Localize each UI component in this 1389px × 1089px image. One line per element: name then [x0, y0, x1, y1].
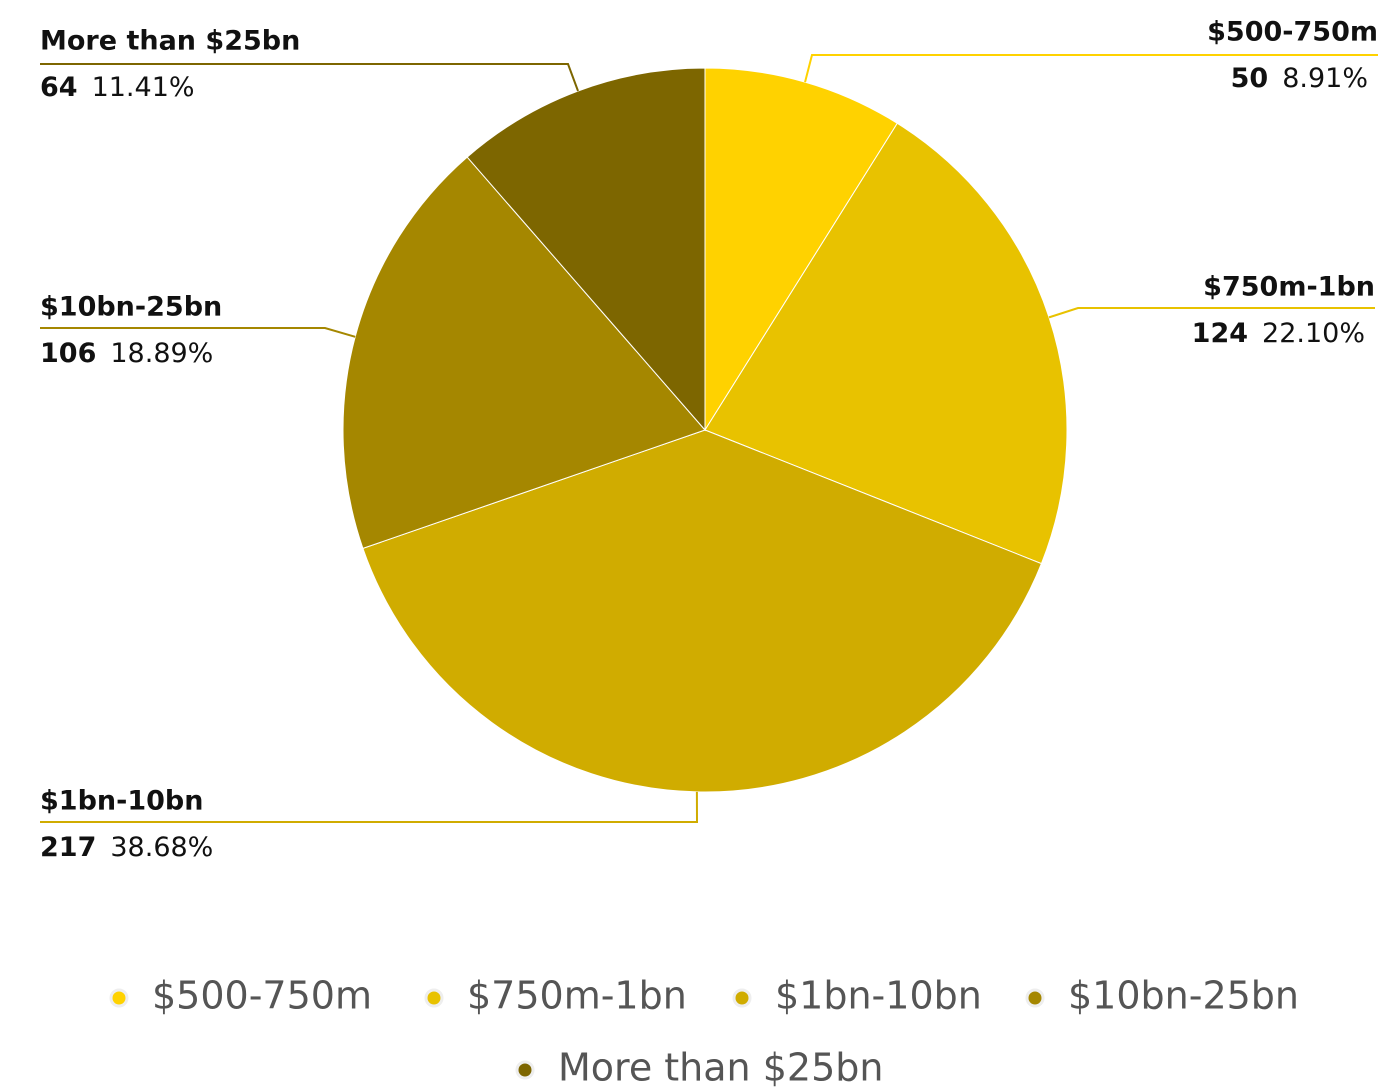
data-label-percent: 38.68%	[110, 832, 213, 863]
data-label: 64 11.41%	[40, 72, 195, 103]
data-label-name: $10bn-25bn	[40, 292, 222, 323]
data-label-percent: 8.91%	[1282, 63, 1368, 94]
legend-label: $500-750m	[152, 974, 372, 1018]
data-label: 124 22.10%	[1192, 318, 1365, 349]
leader-line	[1048, 307, 1375, 319]
data-label-value: 106	[40, 338, 96, 369]
data-label-name: $500-750m	[1207, 17, 1378, 48]
leader-line	[804, 54, 1378, 83]
legend-marker	[109, 988, 129, 1008]
data-label-value: 124	[1192, 318, 1248, 349]
pie-slice	[362, 429, 1043, 793]
legend-marker	[732, 988, 752, 1008]
leader-line	[40, 63, 579, 92]
data-label-percent: 22.10%	[1262, 318, 1365, 349]
data-label-percent: 11.41%	[92, 72, 195, 103]
pie-slice	[466, 67, 706, 432]
data-label: 50 8.91%	[1231, 63, 1368, 94]
legend-label: $10bn-25bn	[1068, 974, 1299, 1018]
pie-slice	[704, 67, 898, 432]
legend-marker	[1025, 988, 1045, 1008]
data-label: 217 38.68%	[40, 832, 213, 863]
data-label-percent: 18.89%	[110, 338, 213, 369]
legend-label: $750m-1bn	[467, 974, 687, 1018]
legend-marker	[424, 988, 444, 1008]
data-label-value: 217	[40, 832, 96, 863]
legend-label: More than $25bn	[558, 1046, 883, 1089]
legend-label: $1bn-10bn	[775, 974, 982, 1018]
data-label: 106 18.89%	[40, 338, 213, 369]
data-label-value: 50	[1231, 63, 1269, 94]
leader-line	[40, 327, 356, 338]
pie-slice	[704, 122, 1068, 565]
legend-marker	[515, 1060, 535, 1080]
leader-line	[40, 791, 699, 823]
data-label-value: 64	[40, 72, 78, 103]
data-label-name: More than $25bn	[40, 26, 300, 57]
data-label-name: $1bn-10bn	[40, 786, 203, 817]
data-label-name: $750m-1bn	[1203, 272, 1375, 303]
